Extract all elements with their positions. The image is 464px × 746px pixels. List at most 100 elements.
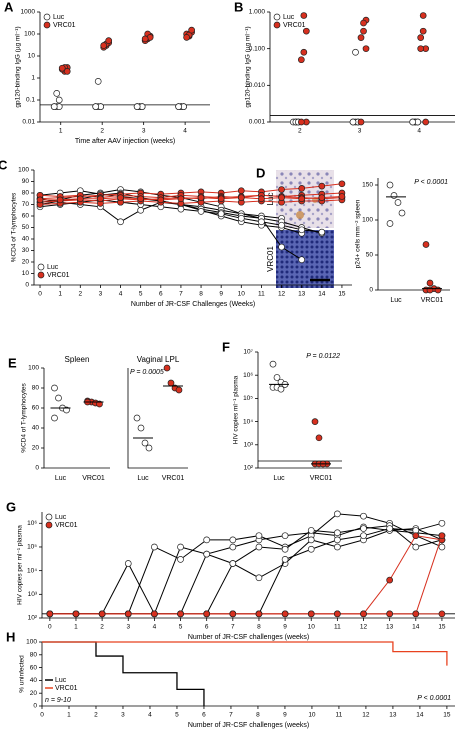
point — [307, 610, 315, 618]
point — [318, 182, 326, 190]
series-line — [40, 194, 342, 200]
x-tick-label: 5 — [179, 624, 183, 631]
point — [434, 286, 442, 294]
y-axis-label: %CD4 of T-lymphocytes — [11, 192, 18, 262]
point — [412, 543, 420, 551]
point — [412, 610, 420, 618]
y-tick-label: 40 — [32, 425, 40, 432]
legend-label: VRC01 — [55, 685, 78, 692]
point — [417, 45, 425, 53]
x-tick-label: 1 — [67, 712, 71, 719]
x-tick-label: 6 — [159, 291, 163, 298]
x-tick-label: 3 — [358, 128, 362, 135]
point — [269, 360, 277, 368]
y-tick-label: 0.01 — [22, 119, 35, 126]
y-tick-label: 60 — [22, 213, 30, 220]
point — [72, 610, 80, 618]
y-tick-label: 70 — [22, 201, 30, 208]
x-tick-label: 3 — [121, 712, 125, 719]
point — [137, 195, 145, 203]
point — [133, 103, 141, 110]
point — [203, 536, 211, 544]
point — [217, 195, 225, 203]
x-tick-label: 5 — [175, 712, 179, 719]
x-tick-label: 7 — [179, 291, 183, 298]
point — [315, 434, 323, 442]
y-tick-label: 10³ — [244, 442, 254, 449]
y-tick-label: 10⁵ — [27, 544, 37, 551]
point — [175, 103, 182, 110]
x-tick-label: 5 — [139, 291, 143, 298]
point — [157, 196, 165, 204]
y-tick-label: 20 — [30, 690, 38, 697]
point — [419, 12, 427, 19]
point — [229, 610, 237, 618]
point — [307, 536, 315, 544]
point — [188, 26, 195, 34]
point — [175, 386, 183, 394]
legend-label: Luc — [55, 514, 67, 521]
point — [145, 444, 153, 452]
point — [177, 556, 184, 563]
series-line — [40, 199, 342, 205]
x-tick-label: 14 — [416, 712, 424, 719]
x-tick-label: 2 — [298, 128, 302, 135]
point — [426, 279, 434, 287]
point — [417, 34, 425, 41]
point — [255, 532, 263, 540]
point — [362, 45, 370, 53]
point — [360, 525, 367, 532]
y-tick-label: 10³ — [28, 591, 38, 598]
point — [386, 220, 394, 227]
x-tick-label: 2 — [78, 291, 82, 298]
y-tick-label: 80 — [22, 190, 30, 197]
y-tick-label: 0.001 — [249, 119, 266, 126]
legend-swatch — [45, 513, 53, 521]
x-tick-label: 9 — [283, 712, 287, 719]
y-tick-label: 80 — [30, 652, 38, 659]
axes — [257, 352, 342, 469]
y-tick-label: 0 — [35, 465, 39, 472]
x-tick-label: 13 — [386, 624, 394, 631]
point — [412, 532, 420, 540]
x-axis-label: Time after AAV injection (weeks) — [75, 138, 175, 145]
subplot-title: Spleen — [65, 355, 90, 364]
x-tick-label: 12 — [362, 712, 370, 719]
point — [177, 205, 185, 213]
x-tick-label: 1 — [59, 128, 63, 135]
x-tick-label: 2 — [100, 624, 104, 631]
point — [237, 194, 245, 201]
point — [151, 543, 158, 551]
point — [386, 610, 394, 618]
point — [386, 181, 394, 189]
y-tick-label: 100 — [362, 217, 373, 224]
series-line — [39, 198, 302, 234]
point — [278, 186, 285, 193]
point — [163, 364, 171, 372]
point — [360, 19, 367, 27]
point — [58, 64, 66, 72]
x-category-label: Luc — [390, 297, 402, 304]
point — [141, 439, 149, 447]
point — [255, 574, 263, 582]
x-tick-label: 4 — [148, 712, 152, 719]
point — [419, 27, 427, 35]
x-tick-label: 6 — [202, 712, 206, 719]
y-axis-label: gp120-binding IgG (µg ml⁻¹) — [245, 26, 252, 107]
point — [334, 543, 341, 551]
x-tick-label: 11 — [334, 624, 341, 631]
x-axis-label: Number of JR-CSF challenges (weeks) — [188, 722, 309, 729]
x-category-label: VRC01 — [421, 297, 444, 304]
panel-letter: E — [8, 355, 17, 370]
point — [438, 543, 446, 551]
point — [307, 527, 315, 534]
x-category-label: VRC01 — [82, 475, 105, 482]
point — [360, 532, 367, 540]
legend-label: VRC01 — [55, 522, 78, 529]
panel-letter: A — [4, 0, 14, 14]
y-tick-label: 100 — [18, 167, 29, 174]
y-tick-label: 0.010 — [249, 82, 266, 89]
x-tick-label: 6 — [205, 624, 209, 631]
legend-label: Luc — [47, 264, 59, 271]
